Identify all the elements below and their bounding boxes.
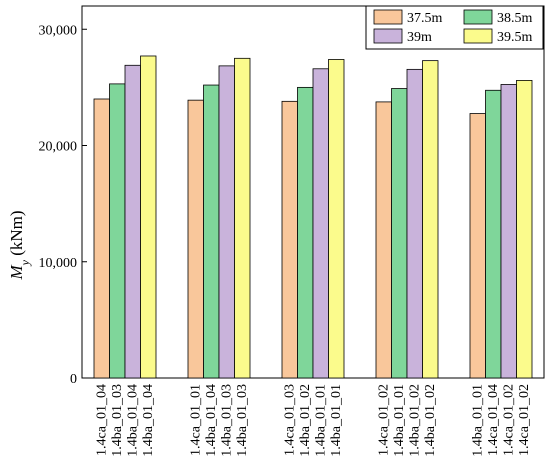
x-tick-label: 1.4ba_01_02 <box>423 384 438 457</box>
x-tick-label: 1.4ca_01_04 <box>486 384 501 456</box>
legend: 37.5m 38.5m 39m 39.5m <box>365 5 544 50</box>
x-tick-label: 1.4ba_01_02 <box>298 384 313 457</box>
x-tick-label: 1.4ca_01_04 <box>94 384 109 456</box>
x-tick-label: 1.4ca_01_02 <box>501 384 516 456</box>
legend-swatch <box>463 9 493 25</box>
legend-label: 38.5m <box>497 11 533 26</box>
x-tick-label: 1.4ba_01_01 <box>329 384 344 457</box>
legend-label: 39.5m <box>497 30 533 45</box>
bar <box>187 99 204 379</box>
x-tick-label: 1.4ba_01_03 <box>235 384 250 457</box>
x-tick-label: 1.4ba_01_03 <box>219 384 234 457</box>
x-tick-label: 1.4ba_01_04 <box>204 384 219 457</box>
y-axis: 0 10,000 20,000 30,000 <box>39 23 87 387</box>
bar <box>422 60 439 379</box>
bar <box>109 83 126 379</box>
bar <box>469 113 486 379</box>
bar <box>234 57 251 379</box>
bar <box>500 84 517 379</box>
bars-layer <box>93 55 533 379</box>
legend-label: 39m <box>407 30 432 45</box>
bar <box>375 101 392 379</box>
y-axis-label: My (kNm) <box>7 210 32 280</box>
legend-swatch <box>373 9 403 25</box>
x-tick-label: 1.4ba_01_01 <box>392 384 407 457</box>
x-tick-label: 1.4ba_01_04 <box>141 384 156 457</box>
x-tick-label: 1.4ca_01_03 <box>282 384 297 456</box>
x-tick-label: 1.4ba_01_01 <box>470 384 485 457</box>
y-tick-label: 20,000 <box>39 140 78 155</box>
x-tick-label: 1.4ba_01_01 <box>313 384 328 457</box>
y-tick-label: 0 <box>70 372 77 387</box>
bar <box>391 88 408 379</box>
x-tick-label: 1.4ba_01_02 <box>407 384 422 457</box>
y-tick-label: 10,000 <box>39 256 78 271</box>
bar <box>485 89 502 379</box>
legend-swatch <box>463 28 493 44</box>
bar <box>281 100 298 379</box>
legend-label: 37.5m <box>407 11 443 26</box>
x-tick-label: 1.4ba_01_03 <box>110 384 125 457</box>
bar <box>218 65 235 379</box>
x-tick-label: 1.4ca_01_02 <box>517 384 532 456</box>
y-tick-label: 30,000 <box>39 23 78 38</box>
bar <box>297 86 314 379</box>
bar <box>93 98 110 379</box>
bar <box>140 55 157 379</box>
bar <box>312 68 329 379</box>
bar <box>124 64 141 379</box>
x-tick-label: 1.4ca_01_01 <box>188 384 203 456</box>
legend-swatch <box>373 28 403 44</box>
bar <box>406 68 423 379</box>
bar <box>203 84 220 379</box>
x-tick-label: 1.4ba_01_04 <box>125 384 140 457</box>
x-tick-label: 1.4ca_01_02 <box>376 384 391 456</box>
bar <box>516 80 533 379</box>
bar <box>328 59 345 379</box>
x-axis: 1.4ca_01_04 1.4ba_01_03 1.4ba_01_04 1.4ba_0… <box>94 384 532 457</box>
